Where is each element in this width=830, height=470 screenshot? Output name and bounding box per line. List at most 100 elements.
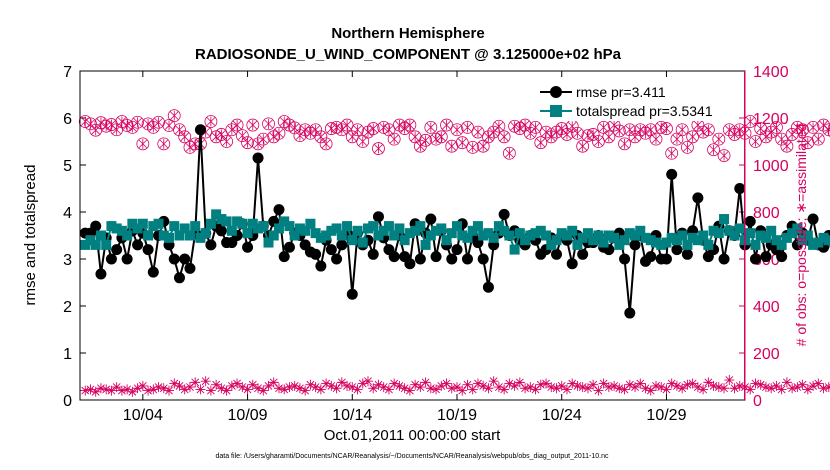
point-ring (675, 123, 689, 137)
point-cross (374, 143, 383, 154)
assimilated-point (399, 383, 410, 394)
point-cross (782, 141, 792, 152)
point-cross (274, 128, 284, 139)
totalspread-point (755, 230, 766, 241)
assimilated-point (420, 377, 431, 388)
assimilated-point (530, 384, 541, 395)
rmse-point (734, 183, 746, 194)
possible-point (419, 133, 432, 147)
assimilated-point (472, 378, 483, 389)
point-cross (410, 131, 420, 142)
point-cross (704, 124, 713, 135)
possible-point (450, 123, 464, 137)
rmse-point (90, 220, 102, 232)
possible-point (675, 123, 689, 137)
assimilated-point (452, 382, 463, 393)
assimilated-point (719, 383, 730, 394)
totalspread-point (682, 239, 693, 250)
totalspread-point (362, 223, 373, 234)
rmse-point (132, 239, 144, 251)
possible-point (345, 130, 359, 144)
point-ring (167, 109, 181, 123)
assimilated-series (80, 375, 830, 397)
possible-point (167, 109, 181, 123)
point-ring (722, 123, 736, 137)
x-axis-label: Oct.01,2011 00:00:00 start (324, 427, 501, 444)
assimilated-point (478, 380, 489, 391)
point-cross (463, 122, 472, 133)
assimilated-point (760, 382, 771, 393)
totalspread-point (331, 223, 342, 234)
assimilated-point (153, 382, 164, 393)
totalspread-point (195, 232, 206, 243)
point-cross (494, 121, 504, 132)
totalspread-point (431, 225, 442, 236)
possible-point (314, 130, 328, 144)
rmse-point (744, 215, 756, 227)
totalspread-point (237, 218, 248, 229)
point-ring (796, 123, 809, 137)
totalspread-point (111, 223, 122, 234)
totalspread-point (143, 230, 154, 241)
point-ring (136, 137, 150, 151)
point-ring (314, 130, 328, 144)
assimilated-point (467, 384, 478, 395)
point-ring (586, 128, 600, 141)
point-cross (819, 120, 828, 131)
rmse-point (147, 266, 159, 278)
rmse-point (776, 251, 788, 263)
assimilated-point (797, 379, 808, 390)
point-cross (384, 124, 394, 135)
possible-point (497, 130, 511, 144)
possible-point (115, 115, 129, 128)
assimilated-point (645, 385, 656, 396)
point-cross (803, 137, 813, 148)
assimilated-point (650, 380, 661, 391)
totalspread-point (713, 228, 724, 239)
assimilated-point (174, 380, 185, 391)
assimilated-point (221, 385, 232, 396)
assimilated-point (546, 382, 557, 393)
totalspread-point (436, 223, 447, 234)
point-ring (256, 132, 270, 146)
possible-point (136, 137, 150, 151)
rmse-point (446, 253, 458, 265)
point-cross (714, 134, 724, 145)
totalspread-point (80, 239, 91, 250)
point-ring (775, 132, 789, 146)
totalspread-point (703, 239, 714, 250)
totalspread-point (692, 235, 703, 246)
totalspread-point (90, 239, 101, 250)
totalspread-point (556, 228, 567, 239)
totalspread-point (677, 230, 688, 241)
assimilated-point (483, 383, 494, 394)
y-tick-label-left: 2 (63, 299, 72, 316)
totalspread-point (577, 232, 588, 243)
assimilated-point (724, 375, 735, 386)
possible-point (366, 122, 380, 135)
rmse-point (550, 248, 562, 260)
rmse-point (660, 253, 672, 265)
assimilated-point (808, 380, 819, 391)
rmse-point (718, 253, 730, 265)
assimilated-point (551, 383, 562, 394)
point-ring (623, 123, 637, 137)
totalspread-point (305, 218, 316, 229)
rmse-point (372, 211, 384, 223)
totalspread-point (750, 239, 761, 250)
point-ring (309, 123, 323, 137)
point-ring (120, 119, 134, 132)
possible-point (152, 115, 165, 129)
point-cross (353, 124, 362, 135)
totalspread-point (153, 218, 164, 229)
assimilated-point (666, 378, 677, 389)
totalspread-point (462, 232, 473, 243)
rmse-point (498, 208, 510, 220)
legend-rmse-label: rmse pr=3.411 (576, 84, 666, 100)
point-ring (157, 137, 171, 151)
totalspread-point (808, 239, 819, 250)
assimilated-point (389, 378, 400, 389)
possible-point (586, 128, 600, 141)
totalspread-point (232, 216, 243, 227)
